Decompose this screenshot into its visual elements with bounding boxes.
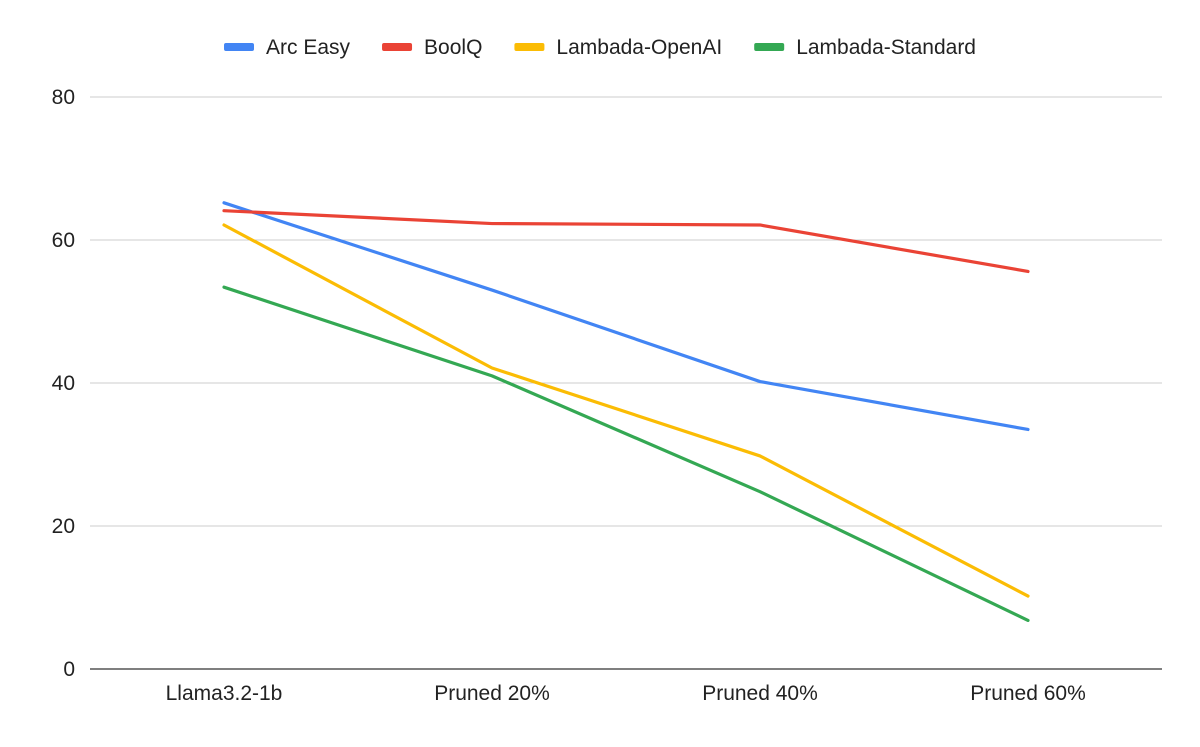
legend-label: Lambada-OpenAI [556, 36, 722, 59]
x-tick-label: Pruned 40% [702, 682, 818, 705]
series-line-lambada-standard [222, 285, 1030, 622]
legend-swatch [754, 43, 785, 51]
y-tick-label: 0 [63, 658, 75, 681]
series-line-boolq [222, 209, 1030, 274]
series-lines [222, 201, 1030, 622]
gridlines [90, 96, 1162, 670]
legend: Arc Easy BoolQ Lambada-OpenAI Lambada-Stand… [224, 36, 976, 59]
legend-item: Lambada-Standard [754, 36, 976, 59]
y-tick-label: 60 [52, 229, 75, 252]
y-tick-label: 40 [52, 372, 75, 395]
legend-swatch [514, 43, 545, 51]
legend-label: BoolQ [424, 36, 482, 59]
series-line-lambada-openai [222, 223, 1030, 598]
legend-item: Arc Easy [224, 36, 351, 59]
x-axis-tick-labels: Llama3.2-1b Pruned 20% Pruned 40% Pruned 60… [166, 682, 1086, 705]
legend-label: Lambada-Standard [796, 36, 976, 59]
y-tick-label: 80 [52, 86, 75, 109]
y-tick-label: 20 [52, 515, 75, 538]
legend-swatch [224, 43, 255, 51]
legend-item: Lambada-OpenAI [514, 36, 722, 59]
legend-item: BoolQ [382, 36, 482, 59]
series-line-arc-easy [222, 201, 1030, 432]
x-tick-label: Llama3.2-1b [166, 682, 283, 705]
x-tick-label: Pruned 60% [970, 682, 1086, 705]
legend-swatch [382, 43, 413, 51]
y-axis-tick-labels: 0 20 40 60 80 [52, 86, 75, 681]
x-tick-label: Pruned 20% [434, 682, 550, 705]
legend-label: Arc Easy [266, 36, 351, 59]
